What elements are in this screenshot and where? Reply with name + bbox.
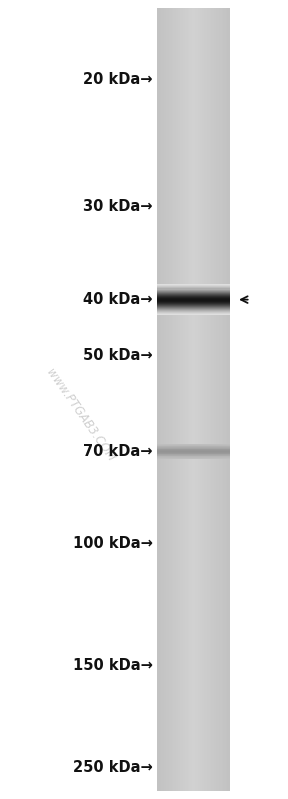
Bar <box>169 8 170 791</box>
Bar <box>157 302 230 303</box>
Bar <box>192 8 194 791</box>
Bar <box>202 8 204 791</box>
Bar <box>182 8 183 791</box>
Bar <box>157 311 230 312</box>
Bar <box>167 8 169 791</box>
Bar <box>208 8 210 791</box>
Bar <box>177 8 179 791</box>
Bar <box>157 285 230 287</box>
Bar <box>201 8 202 791</box>
Bar <box>176 8 177 791</box>
Bar <box>157 297 230 299</box>
Bar <box>179 8 181 791</box>
Bar <box>157 300 230 302</box>
Bar <box>157 307 230 308</box>
Bar <box>219 8 220 791</box>
Bar <box>225 8 226 791</box>
Text: 250 kDa→: 250 kDa→ <box>73 760 153 774</box>
Bar <box>157 8 158 791</box>
Text: 20 kDa→: 20 kDa→ <box>83 73 153 87</box>
Bar <box>157 299 230 300</box>
Bar <box>175 8 176 791</box>
Bar <box>157 287 230 288</box>
Bar <box>221 8 223 791</box>
Bar <box>172 8 173 791</box>
Bar <box>157 312 230 314</box>
Bar <box>226 8 228 791</box>
Bar <box>228 8 229 791</box>
Bar <box>157 284 230 285</box>
Bar <box>157 308 230 310</box>
Text: www.PTGAB3.COM: www.PTGAB3.COM <box>44 367 118 464</box>
Bar <box>160 8 161 791</box>
Text: 100 kDa→: 100 kDa→ <box>73 536 153 551</box>
Text: 30 kDa→: 30 kDa→ <box>83 199 153 213</box>
Text: 150 kDa→: 150 kDa→ <box>73 658 153 673</box>
Bar <box>216 8 217 791</box>
Text: 40 kDa→: 40 kDa→ <box>83 292 153 307</box>
Bar <box>191 8 192 791</box>
Bar <box>157 296 230 297</box>
Bar <box>210 8 211 791</box>
Bar <box>161 8 163 791</box>
Bar <box>186 8 188 791</box>
Bar <box>195 8 197 791</box>
Bar <box>157 304 230 306</box>
Bar <box>157 310 230 311</box>
Bar <box>157 295 230 296</box>
Bar <box>214 8 216 791</box>
Bar <box>166 8 167 791</box>
Bar <box>157 306 230 307</box>
Text: 70 kDa→: 70 kDa→ <box>83 444 153 459</box>
Bar <box>198 8 200 791</box>
Bar <box>213 8 214 791</box>
Bar <box>157 8 230 791</box>
Bar <box>157 303 230 304</box>
Bar <box>188 8 189 791</box>
Bar <box>157 292 230 293</box>
Bar <box>158 8 160 791</box>
Bar <box>220 8 221 791</box>
Bar <box>157 314 230 315</box>
Bar <box>211 8 213 791</box>
Bar <box>204 8 205 791</box>
Bar <box>185 8 186 791</box>
Bar <box>163 8 164 791</box>
Bar <box>157 291 230 292</box>
Bar <box>157 288 230 289</box>
Bar <box>157 289 230 291</box>
Text: 50 kDa→: 50 kDa→ <box>83 348 153 363</box>
Bar <box>183 8 185 791</box>
Bar <box>229 8 230 791</box>
Bar <box>200 8 201 791</box>
Bar <box>217 8 219 791</box>
Bar <box>181 8 182 791</box>
Bar <box>207 8 208 791</box>
Bar <box>194 8 195 791</box>
Bar <box>205 8 207 791</box>
Bar <box>157 293 230 295</box>
Bar <box>164 8 166 791</box>
Bar <box>197 8 198 791</box>
Bar <box>189 8 191 791</box>
Bar <box>170 8 172 791</box>
Bar <box>173 8 175 791</box>
Bar <box>223 8 225 791</box>
